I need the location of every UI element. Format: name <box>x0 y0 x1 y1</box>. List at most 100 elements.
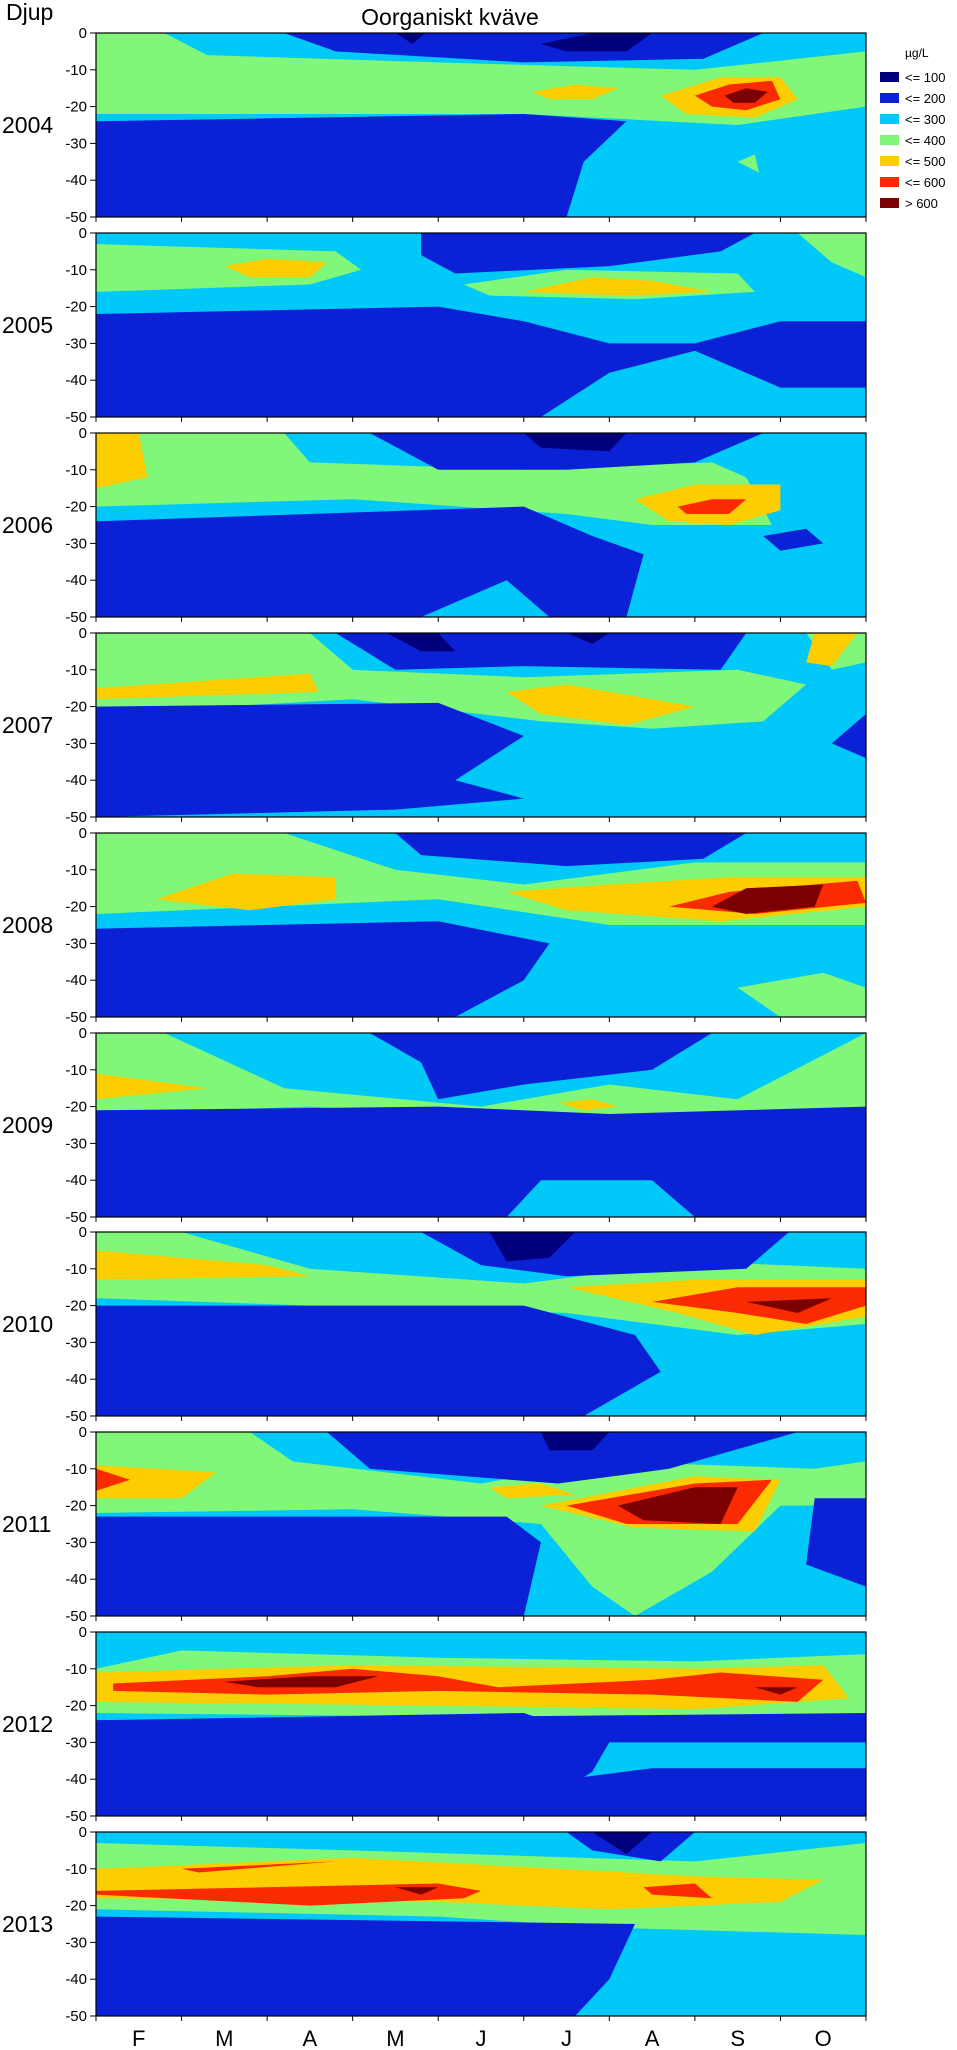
y-tick-label: -20 <box>65 1099 87 1116</box>
contour-region <box>96 1713 610 1816</box>
y-tick-label: -30 <box>65 535 87 552</box>
contour-region <box>96 921 550 1017</box>
y-tick-label: -10 <box>65 262 87 279</box>
contour-region <box>96 433 148 489</box>
year-label: 2005 <box>2 312 53 338</box>
contour-region <box>523 433 627 452</box>
contour-region <box>558 1099 618 1111</box>
y-tick-label: 0 <box>79 1025 87 1042</box>
year-label: 2010 <box>2 1311 53 1337</box>
year-label: 2011 <box>2 1511 51 1537</box>
month-label: J <box>561 2026 572 2050</box>
y-tick-label: -10 <box>65 1461 87 1478</box>
month-label: M <box>386 2026 404 2050</box>
y-tick-label: -30 <box>65 335 87 352</box>
contour-region <box>395 833 747 867</box>
contour-region <box>806 1498 866 1587</box>
y-tick-label: -40 <box>65 372 87 389</box>
y-tick-label: -50 <box>65 1408 87 1425</box>
contour-fill <box>96 33 866 217</box>
contour-region <box>806 633 858 667</box>
y-tick-label: -40 <box>65 572 87 589</box>
contour-region <box>96 1250 310 1280</box>
y-tick-label: 0 <box>79 425 87 442</box>
y-tick-label: -50 <box>65 1009 87 1026</box>
contour-region <box>96 673 319 700</box>
year-label: 2007 <box>2 712 53 738</box>
y-tick-label: -30 <box>65 1135 87 1152</box>
legend-label: <= 200 <box>905 91 946 106</box>
y-tick-label: -30 <box>65 1734 87 1751</box>
contour-fill <box>96 1632 866 1816</box>
y-tick-label: -10 <box>65 1861 87 1878</box>
legend-swatch <box>880 198 899 208</box>
panel-frame <box>95 232 867 418</box>
y-tick-label: 0 <box>79 225 87 242</box>
legend-label: <= 500 <box>905 154 946 169</box>
y-tick-label: -20 <box>65 1498 87 1515</box>
year-label: 2009 <box>2 1112 53 1138</box>
y-tick-label: -30 <box>65 1534 87 1551</box>
y-tick-label: -10 <box>65 862 87 879</box>
month-label: A <box>645 2026 660 2050</box>
y-tick-label: -10 <box>65 1661 87 1678</box>
y-tick-label: -30 <box>65 935 87 952</box>
contour-region <box>566 633 610 644</box>
panel-2006: 0 -10 -20 -30 -40 -50 2006 <box>2 425 867 626</box>
contour-region <box>746 1298 832 1313</box>
contour-region <box>96 1883 481 1906</box>
contour-region <box>489 1483 576 1499</box>
y-tick-label: -10 <box>65 1062 87 1079</box>
contour-region <box>395 1887 439 1895</box>
contour-region <box>592 1832 653 1855</box>
contour-region <box>284 33 764 63</box>
chart-title: Oorganiskt kväve <box>361 4 539 30</box>
contour-fill <box>96 633 866 817</box>
contour-region <box>754 1687 798 1695</box>
y-tick-label: 0 <box>79 825 87 842</box>
y-tick-label: -20 <box>65 1898 87 1915</box>
contour-fill <box>96 1033 866 1217</box>
panel-2009: 0 -10 -20 -30 -40 -50 2009 <box>2 1025 867 1226</box>
y-axis-label: Djup <box>6 0 53 25</box>
legend-swatch <box>880 93 899 103</box>
year-label: 2008 <box>2 912 53 938</box>
contour-fill <box>96 233 866 417</box>
y-tick-label: -20 <box>65 99 87 116</box>
contour-region <box>797 233 866 278</box>
contour-region <box>763 528 824 551</box>
month-label: O <box>815 2026 832 2050</box>
y-tick-label: -40 <box>65 1571 87 1588</box>
panel-frame <box>95 632 867 818</box>
legend-label: <= 100 <box>905 70 946 85</box>
contour-region <box>113 1668 824 1702</box>
panel-frame <box>95 1032 867 1218</box>
month-label: S <box>730 2026 745 2050</box>
y-tick-label: -20 <box>65 1698 87 1715</box>
year-label: 2006 <box>2 512 53 538</box>
legend-swatch <box>880 135 899 145</box>
month-label: J <box>476 2026 487 2050</box>
contour-region <box>369 1033 712 1100</box>
contour-region <box>96 1916 635 2016</box>
contour-region <box>540 33 653 52</box>
y-tick-label: -20 <box>65 499 87 516</box>
y-tick-label: -50 <box>65 1808 87 1825</box>
contour-fill <box>96 1432 866 1616</box>
contour-region <box>369 433 764 470</box>
y-tick-label: -40 <box>65 1771 87 1788</box>
y-tick-label: -40 <box>65 172 87 189</box>
month-label: A <box>303 2026 318 2050</box>
contour-fill <box>96 833 866 1017</box>
y-tick-label: 0 <box>79 1624 87 1641</box>
y-tick-label: -40 <box>65 1371 87 1388</box>
contour-region <box>386 633 456 652</box>
panel-frame <box>95 1831 867 2017</box>
y-tick-label: 0 <box>79 1224 87 1241</box>
legend-swatch <box>880 72 899 82</box>
legend-label: <= 600 <box>905 175 946 190</box>
contour-region <box>224 258 327 278</box>
contour-region <box>712 884 824 914</box>
y-tick-label: -20 <box>65 699 87 716</box>
